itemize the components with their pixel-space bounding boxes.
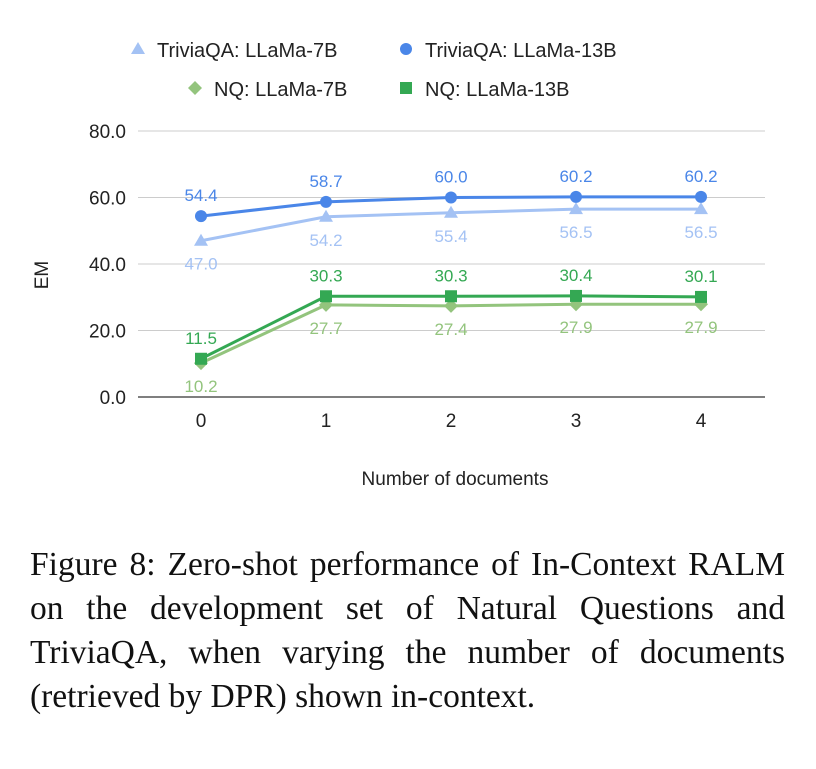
legend-marker xyxy=(131,42,145,54)
y-tick-label: 0.0 xyxy=(100,388,126,409)
data-point xyxy=(320,195,332,208)
y-axis-ticks: 0.0 20.0 40.0 60.0 80.0 xyxy=(89,122,126,409)
data-point xyxy=(444,205,458,218)
data-point xyxy=(570,289,582,302)
data-point xyxy=(695,290,707,303)
data-point xyxy=(319,209,333,222)
y-tick-label: 60.0 xyxy=(89,189,126,210)
data-point xyxy=(320,290,332,303)
legend-label: TriviaQA: LLaMa-13B xyxy=(425,40,617,62)
data-label: 54.2 xyxy=(309,231,342,250)
legend-item: TriviaQA: LLaMa-13B xyxy=(400,40,617,62)
data-labels: 47.0 54.2 55.4 56.5 56.5 54.4 58.7 60.0 60.2 60.2… xyxy=(184,167,717,396)
x-axis-title: Number of documents xyxy=(362,469,549,490)
x-tick-label: 0 xyxy=(196,411,207,432)
data-label: 27.7 xyxy=(309,319,342,338)
x-tick-label: 2 xyxy=(446,411,457,432)
legend-marker xyxy=(400,43,412,55)
data-point xyxy=(694,202,708,215)
data-label: 27.4 xyxy=(434,320,467,339)
data-point xyxy=(695,190,707,203)
data-label: 55.4 xyxy=(434,227,467,246)
data-point xyxy=(570,190,582,203)
data-label: 27.9 xyxy=(559,318,592,337)
data-point xyxy=(195,210,207,223)
line-chart: TriviaQA: LLaMa-7B TriviaQA: LLaMa-13B NQ:… xyxy=(32,40,765,490)
data-label: 30.3 xyxy=(309,266,342,285)
x-tick-label: 1 xyxy=(321,411,332,432)
legend-item: NQ: LLaMa-13B xyxy=(400,79,570,101)
y-axis-title: EM xyxy=(32,261,53,290)
data-point xyxy=(569,202,583,215)
data-label: 58.7 xyxy=(309,172,342,191)
x-tick-label: 4 xyxy=(696,411,707,432)
figure-caption: Figure 8: Zero-shot performance of In-Co… xyxy=(30,546,785,715)
data-label: 30.4 xyxy=(559,266,592,285)
data-label: 11.5 xyxy=(185,329,217,348)
y-tick-label: 20.0 xyxy=(89,322,126,343)
data-label: 10.2 xyxy=(184,377,217,396)
x-tick-label: 3 xyxy=(571,411,582,432)
data-label: 47.0 xyxy=(184,255,217,274)
data-point xyxy=(195,352,207,365)
legend-item: NQ: LLaMa-7B xyxy=(188,79,347,101)
data-point xyxy=(444,298,458,313)
data-point xyxy=(445,191,457,204)
data-label: 54.4 xyxy=(184,186,217,205)
x-axis-ticks: 0 1 2 3 4 xyxy=(196,411,707,432)
data-point xyxy=(445,290,457,303)
data-label: 60.2 xyxy=(684,167,717,186)
legend-marker xyxy=(400,82,412,94)
data-label: 27.9 xyxy=(684,318,717,337)
data-label: 60.0 xyxy=(434,168,467,187)
y-tick-label: 40.0 xyxy=(89,255,126,276)
data-label: 30.3 xyxy=(434,266,467,285)
legend-label: NQ: LLaMa-13B xyxy=(425,79,570,101)
data-label: 56.5 xyxy=(559,223,592,242)
legend-label: TriviaQA: LLaMa-7B xyxy=(157,40,337,62)
legend-marker xyxy=(188,81,202,95)
legend-item: TriviaQA: LLaMa-7B xyxy=(131,40,337,62)
data-label: 56.5 xyxy=(684,223,717,242)
y-tick-label: 80.0 xyxy=(89,122,126,143)
legend-label: NQ: LLaMa-7B xyxy=(214,79,347,101)
data-label: 60.2 xyxy=(559,167,592,186)
legend: TriviaQA: LLaMa-7B TriviaQA: LLaMa-13B NQ:… xyxy=(131,40,617,101)
data-point xyxy=(194,233,208,246)
data-label: 30.1 xyxy=(684,267,717,286)
series-markers xyxy=(194,190,708,371)
